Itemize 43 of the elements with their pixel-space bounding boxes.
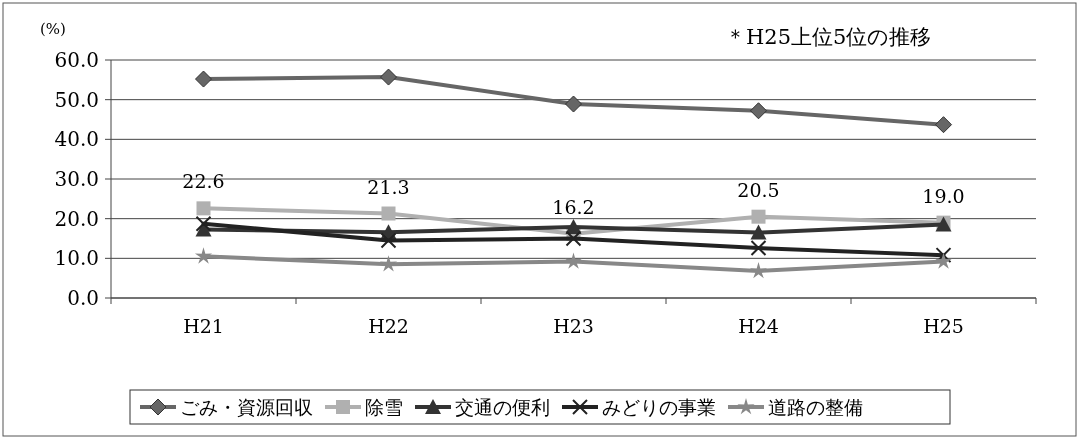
point <box>935 247 952 264</box>
y-tick-label: 10.0 <box>54 246 99 271</box>
y-tick-label: 50.0 <box>54 87 99 112</box>
legend-label: みどりの事業 <box>602 396 716 418</box>
point <box>749 262 768 279</box>
point <box>750 240 767 257</box>
point <box>379 255 398 272</box>
y-tick-label: 60.0 <box>54 48 99 72</box>
y-tick-label: 30.0 <box>54 167 99 191</box>
point <box>195 215 212 232</box>
point <box>380 232 397 249</box>
data-label: 21.3 <box>367 175 410 198</box>
point <box>565 95 582 113</box>
legend-label: 除雪 <box>365 396 403 418</box>
legend-label: 交通の便利 <box>455 396 550 418</box>
point <box>750 224 767 240</box>
point <box>564 252 583 269</box>
x-tick-label: H24 <box>738 315 779 337</box>
y-tick-label: 0.0 <box>67 286 99 310</box>
point <box>196 201 211 216</box>
x-tick-label: H21 <box>183 315 224 337</box>
x-tick-label: H22 <box>368 315 409 337</box>
legend-label: ごみ・資源回収 <box>180 396 313 418</box>
point <box>750 102 767 120</box>
y-tick-label: 20.0 <box>54 206 99 231</box>
text: ＊H25上位5位の推移 <box>725 25 932 49</box>
point <box>935 116 952 134</box>
data-label: 19.0 <box>922 184 965 207</box>
data-label: 22.6 <box>182 170 225 193</box>
x-tick-label: H25 <box>923 315 964 337</box>
legend-label: 道路の整備 <box>768 396 863 418</box>
point <box>565 230 582 247</box>
data-label: 16.2 <box>552 195 595 218</box>
point <box>195 70 212 88</box>
point <box>380 68 397 86</box>
x-tick-label: H23 <box>553 315 594 337</box>
data-label: 20.5 <box>737 178 780 201</box>
point <box>751 209 766 224</box>
point <box>934 252 953 269</box>
y-axis-title: (%) <box>40 20 66 38</box>
y-tick-label: 40.0 <box>54 127 99 152</box>
point <box>381 206 396 221</box>
point <box>194 247 213 264</box>
